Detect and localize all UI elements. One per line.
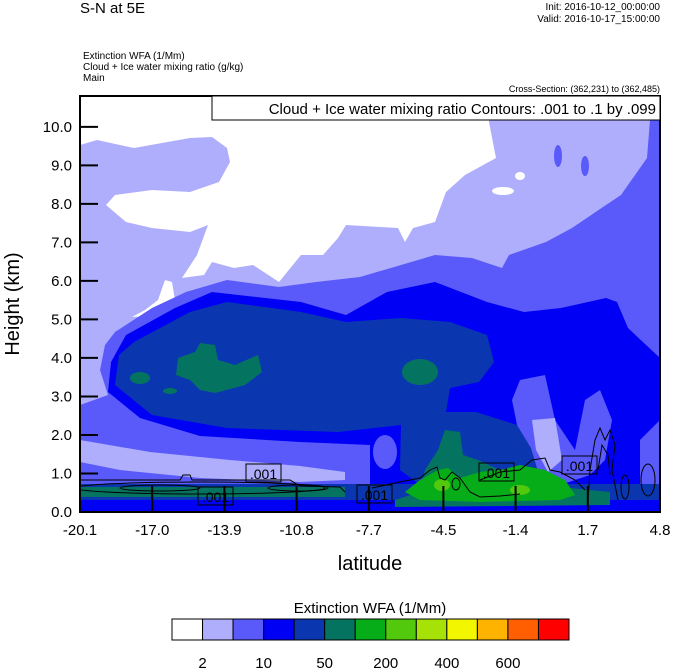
subtitle-extinction: Extinction WFA (1/Mm) [83, 51, 185, 62]
y-tick-label: 0.0 [51, 504, 72, 521]
x-tick-label: 4.8 [650, 522, 671, 539]
contour-label-box [561, 455, 598, 475]
x-axis: -20.1 -17.0 -13.9 -10.8 -7.7 -4.5 -1.4 1.7 4.8 [63, 486, 671, 539]
colorbar-swatch [446, 618, 478, 641]
colorbar-swatch [232, 618, 265, 641]
x-axis-label: latitude [338, 553, 403, 575]
y-axis: 0.0 1.0 2.0 3.0 4.0 5.0 6.0 7.0 8.0 9.0 10.0 [43, 119, 98, 521]
x-tick-label: -4.5 [430, 522, 456, 539]
colorbar-swatch [171, 618, 204, 641]
field-level-2-10-band [80, 440, 345, 482]
y-tick-label: 10.0 [43, 119, 72, 136]
colorbar-swatch [354, 618, 387, 641]
mixing-ratio-contours [80, 426, 656, 501]
colorbar: 2 10 50 200 400 600 [171, 618, 570, 668]
x-tick-label: -7.7 [356, 522, 382, 539]
y-tick-label: 8.0 [51, 196, 72, 213]
contour-label: .001 [361, 487, 388, 503]
field-level-400-600-patch [130, 372, 150, 384]
plot-area: .001 .001 .001 .001 .001 [80, 96, 660, 512]
field-level-400-600-band [80, 487, 345, 497]
colorbar-label: 600 [495, 655, 520, 668]
field-level-400-600-patch [402, 359, 438, 385]
field-below-2-region [80, 96, 496, 282]
contour-line [587, 426, 619, 501]
colorbar-label: 200 [373, 655, 398, 668]
contour-labels: .001 .001 .001 .001 .001 [197, 455, 598, 506]
y-tick-label: 9.0 [51, 157, 72, 174]
colorbar-swatch [202, 618, 234, 641]
cross-section-label: Cross-Section: (362,231) to (362,485) [509, 84, 660, 94]
x-tick-label: -1.4 [503, 522, 529, 539]
x-tick-label: 1.7 [577, 522, 598, 539]
contour-line [371, 466, 521, 498]
x-tick-label: -20.1 [63, 522, 97, 539]
field-level-10-50-spot [581, 156, 589, 176]
subtitle-mixing-ratio: Cloud + Ice water mixing ratio (g/kg) [83, 62, 243, 73]
contour-label-box [197, 486, 234, 506]
contour-line [451, 477, 461, 491]
y-tick-label: 3.0 [51, 388, 72, 405]
y-tick-label: 1.0 [51, 465, 72, 482]
subtitle-main: Main [83, 73, 105, 84]
colorbar-swatch [263, 618, 295, 641]
y-tick-label: 7.0 [51, 234, 72, 251]
colorbar-swatch [324, 618, 356, 641]
y-tick-label: 2.0 [51, 427, 72, 444]
contour-line [80, 474, 346, 493]
field-level-400-600 [176, 343, 262, 393]
field-level-200-400 [115, 302, 540, 492]
colorbar-swatch [415, 618, 448, 641]
contour-label: .001 [202, 489, 229, 505]
colorbar-label: 10 [255, 655, 272, 668]
field-level-2-10-patch [532, 418, 562, 472]
field-level-10-50-patch [373, 435, 397, 469]
valid-time: Valid: 2016-10-17_15:00:00 [537, 14, 660, 25]
colorbar-swatch [293, 618, 326, 641]
y-axis-label: Height (km) [2, 252, 24, 355]
contour-line [620, 474, 630, 500]
contour-label-box [245, 463, 282, 483]
colorbar-swatch [507, 618, 539, 641]
colorbar-label: 2 [198, 655, 206, 668]
colorbar-label: 50 [316, 655, 333, 668]
field-below-2-spot [515, 172, 525, 180]
contour-line [479, 457, 586, 491]
field-level-800-plus [434, 479, 450, 491]
contour-info-box: Cloud + Ice water mixing ratio Contours:… [211, 95, 661, 121]
contour-line [80, 481, 326, 495]
x-tick-label: -13.9 [207, 522, 241, 539]
contour-line [597, 443, 611, 476]
contour-label: .001 [250, 466, 277, 482]
figure-title: S-N at 5E [80, 0, 145, 17]
y-tick-label: 4.0 [51, 350, 72, 367]
colorbar-swatch [385, 618, 417, 641]
field-level-400-600-patch [163, 388, 177, 394]
init-time: Init: 2016-10-12_00:00:00 [545, 2, 660, 13]
field-level-10-50-patch [512, 375, 612, 485]
y-tick-label: 5.0 [51, 311, 72, 328]
colorbar-title: Extinction WFA (1/Mm) [294, 600, 447, 617]
contour-label: .001 [483, 465, 510, 481]
y-tick-label: 6.0 [51, 273, 72, 290]
contour-label-box [478, 462, 515, 482]
x-tick-label: -10.8 [280, 522, 314, 539]
colorbar-swatch [537, 618, 570, 641]
colorbar-swatch [476, 618, 509, 641]
colorbar-label: 400 [434, 655, 459, 668]
x-tick-label: -17.0 [135, 522, 169, 539]
contour-info-text: Cloud + Ice water mixing ratio Contours:… [269, 101, 656, 118]
field-level-10-50-spot [554, 145, 562, 167]
field-below-2-spot [492, 187, 514, 195]
field-level-600-800 [405, 465, 575, 502]
contour-line [119, 484, 201, 492]
field-level-800-plus [510, 485, 530, 495]
contour-line [640, 463, 656, 497]
contour-label-box [356, 484, 393, 504]
contour-label: .001 [566, 458, 593, 474]
